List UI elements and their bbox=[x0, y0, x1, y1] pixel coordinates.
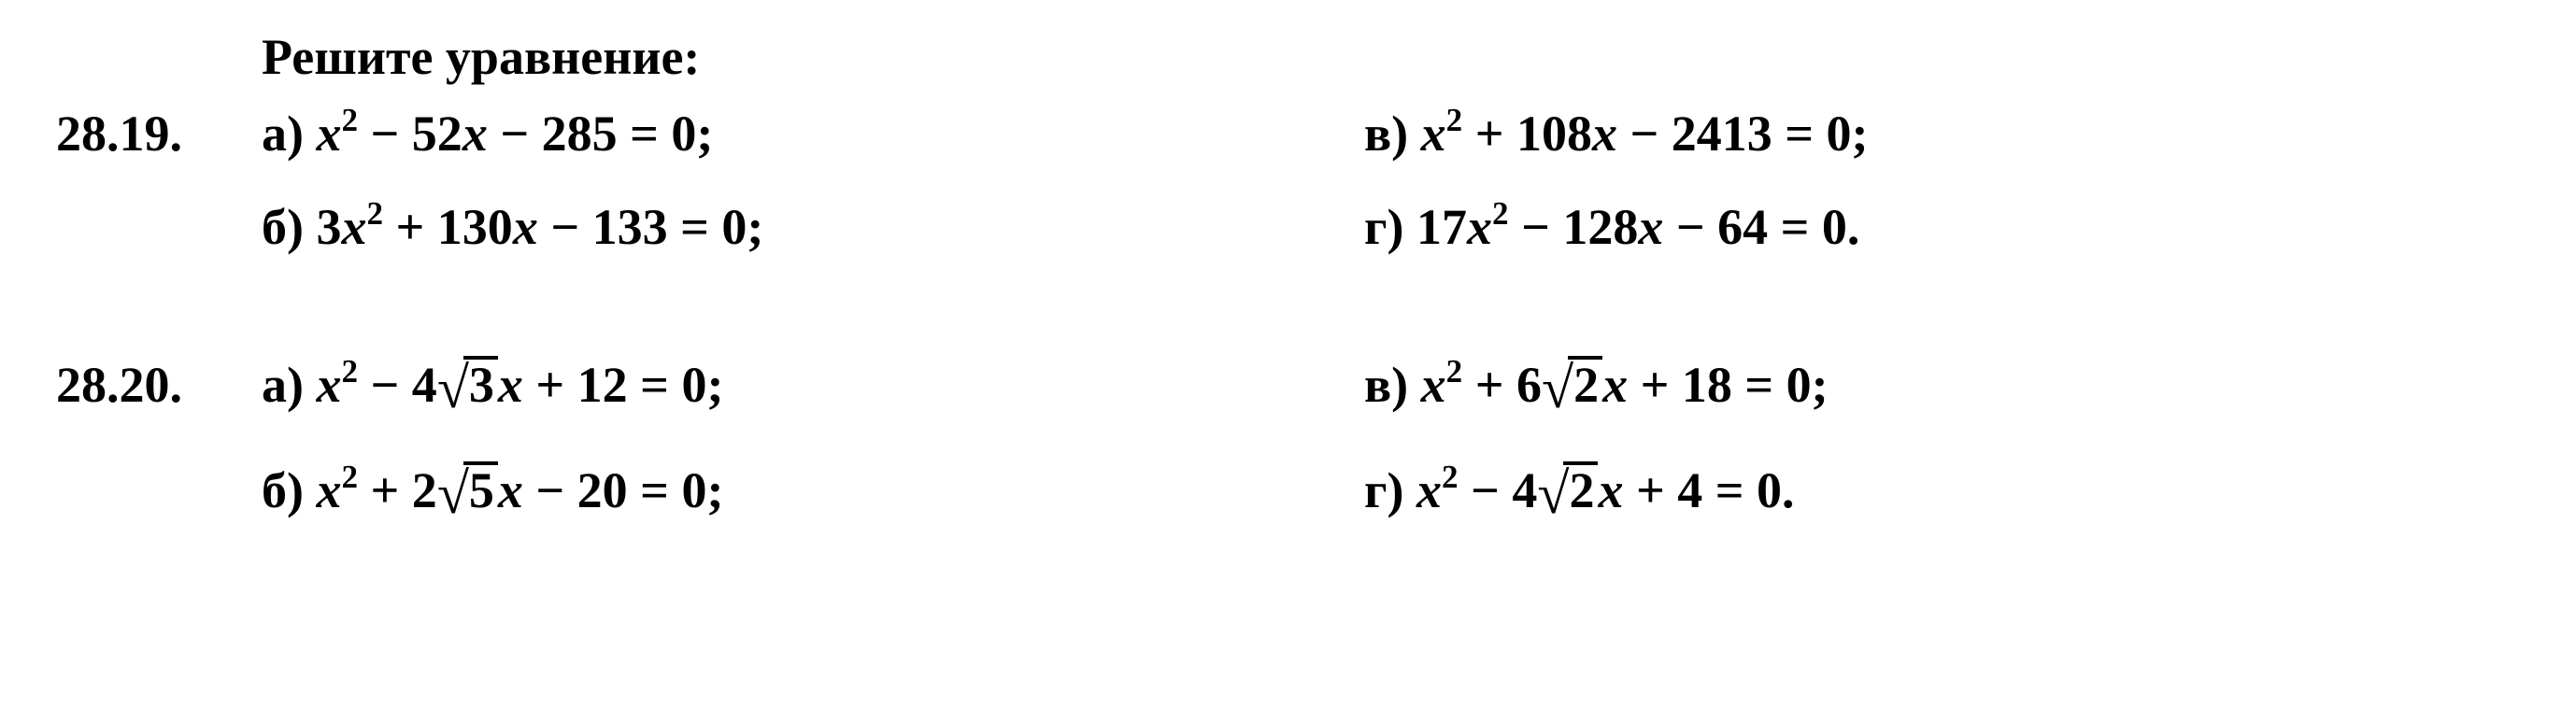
problem-row: 28.19.а) x2 − 52x − 285 = 0;в) x2 + 108x… bbox=[56, 93, 2520, 174]
problem-row: 28.20.а) x2 − 4√3x + 12 = 0;в) x2 + 6√2x… bbox=[56, 343, 2520, 435]
equation-columns: а) x2 − 52x − 285 = 0;в) x2 + 108x − 241… bbox=[262, 93, 2520, 174]
equation-cell-right: г) x2 − 4√2x + 4 = 0. bbox=[1364, 448, 2520, 541]
equation: в) x2 + 108x − 2413 = 0; bbox=[1364, 93, 2520, 174]
problems-container: 28.19.а) x2 − 52x − 285 = 0;в) x2 + 108x… bbox=[56, 93, 2520, 541]
problem-row: б) 3x2 + 130x − 133 = 0;г) 17x2 − 128x −… bbox=[56, 187, 2520, 267]
equation-cell-right: в) x2 + 108x − 2413 = 0; bbox=[1364, 93, 2520, 174]
equation: б) x2 + 2√5x − 20 = 0; bbox=[262, 448, 1364, 541]
equation: б) 3x2 + 130x − 133 = 0; bbox=[262, 187, 1364, 267]
equation: г) 17x2 − 128x − 64 = 0. bbox=[1364, 187, 2520, 267]
equation-cell-right: г) 17x2 − 128x − 64 = 0. bbox=[1364, 187, 2520, 267]
equation: г) x2 − 4√2x + 4 = 0. bbox=[1364, 448, 2520, 541]
equation: в) x2 + 6√2x + 18 = 0; bbox=[1364, 343, 2520, 435]
equation-columns: б) x2 + 2√5x − 20 = 0;г) x2 − 4√2x + 4 =… bbox=[262, 448, 2520, 541]
problem-number: 28.19. bbox=[56, 105, 262, 163]
equation-cell-left: б) x2 + 2√5x − 20 = 0; bbox=[262, 448, 1364, 541]
problem-number: 28.20. bbox=[56, 356, 262, 414]
problem-block: 28.20.а) x2 − 4√3x + 12 = 0;в) x2 + 6√2x… bbox=[56, 343, 2520, 542]
equation-cell-right: в) x2 + 6√2x + 18 = 0; bbox=[1364, 343, 2520, 435]
equation-cell-left: а) x2 − 4√3x + 12 = 0; bbox=[262, 343, 1364, 435]
equation-cell-left: а) x2 − 52x − 285 = 0; bbox=[262, 93, 1364, 174]
equation-columns: б) 3x2 + 130x − 133 = 0;г) 17x2 − 128x −… bbox=[262, 187, 2520, 267]
heading-text: Решите уравнение: bbox=[262, 28, 700, 86]
equation-cell-left: б) 3x2 + 130x − 133 = 0; bbox=[262, 187, 1364, 267]
equation: а) x2 − 52x − 285 = 0; bbox=[262, 93, 1364, 174]
heading-row: Решите уравнение: bbox=[56, 28, 2520, 86]
problem-row: б) x2 + 2√5x − 20 = 0;г) x2 − 4√2x + 4 =… bbox=[56, 448, 2520, 541]
equation: а) x2 − 4√3x + 12 = 0; bbox=[262, 343, 1364, 435]
equation-columns: а) x2 − 4√3x + 12 = 0;в) x2 + 6√2x + 18 … bbox=[262, 343, 2520, 435]
problem-block: 28.19.а) x2 − 52x − 285 = 0;в) x2 + 108x… bbox=[56, 93, 2520, 268]
